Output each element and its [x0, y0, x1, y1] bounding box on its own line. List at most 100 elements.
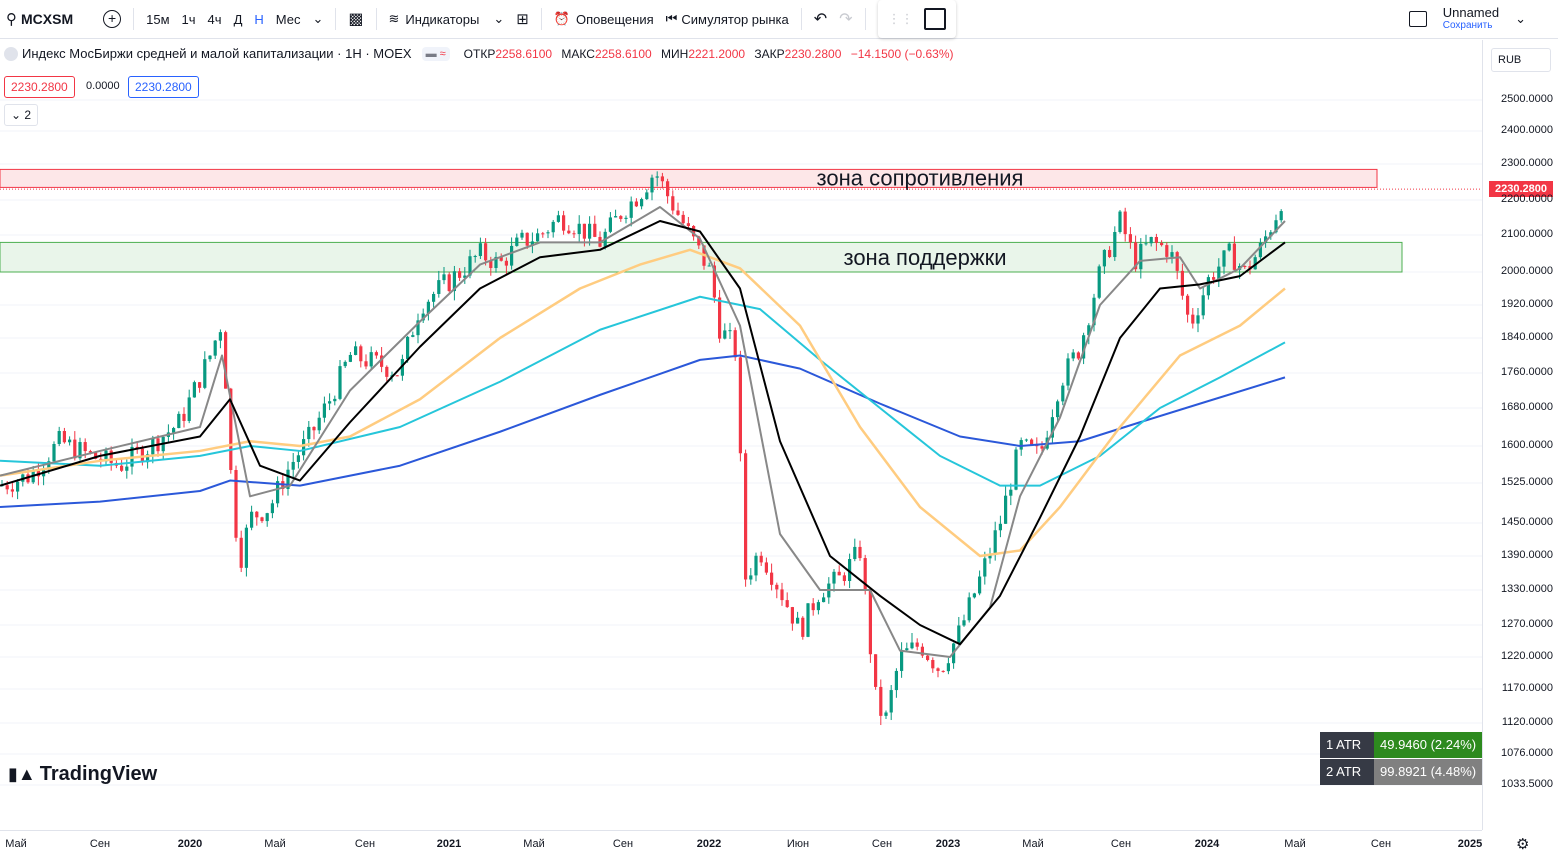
price-chart[interactable]: зона сопротивления зона поддержки [0, 40, 1482, 830]
layout-icon [1408, 11, 1427, 27]
price-tick: 1760.0000 [1501, 366, 1553, 378]
price-tick: 1270.0000 [1501, 618, 1553, 630]
candle-body [1102, 249, 1106, 267]
undo-button[interactable]: ↶ [808, 0, 833, 38]
candle-body [1175, 252, 1179, 271]
candle-body [447, 274, 451, 292]
candle-body [1071, 352, 1075, 359]
series-title[interactable]: Индекс МосБиржи средней и малой капитали… [22, 46, 412, 61]
time-tick: Сен [89, 838, 111, 850]
candle-body [1217, 266, 1221, 280]
chevron-down-icon: ⌄ [1515, 11, 1526, 26]
bid-price-box[interactable]: 2230.2800 [4, 76, 75, 98]
grid-icon: ⊞ [516, 11, 529, 28]
time-tick: 2022 [696, 838, 722, 850]
replay-button[interactable]: ⏮ Симулятор рынка [660, 0, 795, 38]
candle-body [770, 572, 774, 585]
candle-body [515, 237, 519, 246]
candle-body [348, 354, 352, 362]
candle-body [946, 663, 950, 672]
chevron-down-icon: ⌄ [493, 11, 505, 26]
alerts-button[interactable]: ⏰ Оповещения [548, 0, 660, 38]
interval-day[interactable]: Д [233, 11, 243, 27]
candle-body [208, 355, 212, 360]
candle-body [738, 357, 742, 454]
interval-15m[interactable]: 15м [146, 11, 170, 27]
price-tick: 2000.0000 [1501, 265, 1553, 277]
indicators-button[interactable]: ≋ Индикаторы ⌄ [383, 0, 511, 38]
candle-body [1232, 243, 1236, 270]
collapse-indicators-button[interactable]: ⌄ 2 [4, 104, 39, 126]
candle-body [1004, 495, 1008, 524]
support-zone [0, 241, 1403, 273]
layouts-button[interactable]: ⊞ [510, 0, 535, 38]
interval-dropdown[interactable]: ⌄ [306, 0, 329, 38]
candle-body [848, 559, 852, 581]
candle-body [1123, 211, 1127, 235]
fullscreen-button[interactable]: ⋮⋮ [878, 0, 956, 38]
time-tick: Сен [612, 838, 634, 850]
candle-body [68, 439, 72, 443]
layout-menu[interactable]: Unnamed Сохранить ⌄ [1403, 0, 1558, 38]
candle-body [343, 361, 347, 367]
divider [800, 8, 802, 30]
redo-button[interactable]: ↷ [833, 0, 858, 38]
interval-week[interactable]: Н [254, 11, 264, 27]
chevron-down-icon: ⌄ [312, 11, 324, 26]
candle-body [1050, 417, 1054, 438]
candle-body [1258, 242, 1262, 258]
candle-body [1149, 236, 1153, 244]
candle-body [926, 655, 930, 660]
ask-price-box[interactable]: 2230.2800 [128, 76, 199, 98]
divider [335, 8, 337, 30]
interval-month[interactable]: Мес [275, 11, 301, 27]
candle-body [1066, 358, 1070, 386]
candle-body [442, 274, 446, 281]
candle-body [645, 192, 649, 200]
candle-body [10, 489, 14, 492]
candle-body [614, 216, 618, 218]
candle-body [1139, 243, 1143, 270]
undo-icon: ↶ [813, 11, 828, 28]
candle-body [936, 668, 940, 671]
candle-body [1113, 231, 1117, 258]
candle-body [192, 382, 196, 398]
alarm-clock-icon: ⏰ [553, 11, 570, 26]
interval-1h[interactable]: 1ч [181, 11, 196, 27]
candle-body [1024, 439, 1028, 441]
candle-body [572, 233, 576, 235]
candle-body [536, 233, 540, 242]
last-price-label: 2230.2800 [1489, 181, 1553, 198]
tradingview-logo[interactable]: ▮▲ TradingView [8, 763, 157, 786]
ma-orange-line [0, 248, 1286, 558]
currency-selector[interactable]: RUB [1491, 48, 1551, 72]
candle-body [1191, 314, 1195, 324]
candle-body [146, 454, 150, 463]
candle-body [1082, 335, 1086, 359]
candle-body [73, 439, 77, 459]
candle-body [374, 352, 378, 356]
atr-row-2: 2 ATR 99.8921 (4.48%) [1320, 759, 1483, 785]
candle-body [307, 426, 311, 440]
candle-body [1144, 243, 1148, 245]
time-axis[interactable]: Май Сен 2020 Май Сен 2021 Май Сен 2022 Июн Сен 2023… [0, 830, 1482, 859]
candle-body [463, 275, 467, 278]
price-axis[interactable]: RUB 2230.2800 2500.0000 2400.0000 2300.000… [1482, 40, 1558, 830]
candle-body [816, 602, 820, 611]
save-link[interactable]: Сохранить [1442, 20, 1493, 31]
price-tick: 1450.0000 [1501, 516, 1553, 528]
status-badges[interactable]: ▬ ≈ [421, 46, 450, 61]
interval-4h[interactable]: 4ч [207, 11, 222, 27]
chart-type-button[interactable]: ▩ [342, 0, 369, 38]
candle-body [915, 642, 919, 647]
candle-body [177, 413, 181, 429]
time-tick: Май [523, 838, 545, 850]
symbol-search[interactable]: ⚲ MCXSM [0, 0, 79, 38]
candle-body [759, 555, 763, 563]
indicators-icon: ≋ [388, 11, 400, 26]
compare-button[interactable]: + [79, 0, 127, 38]
chart-legend: Индекс МосБиржи средней и малой капитали… [4, 46, 959, 61]
settings-gear-icon[interactable]: ⚙ [1516, 836, 1530, 853]
replay-label: Симулятор рынка [681, 11, 789, 27]
candle-body [421, 313, 425, 321]
